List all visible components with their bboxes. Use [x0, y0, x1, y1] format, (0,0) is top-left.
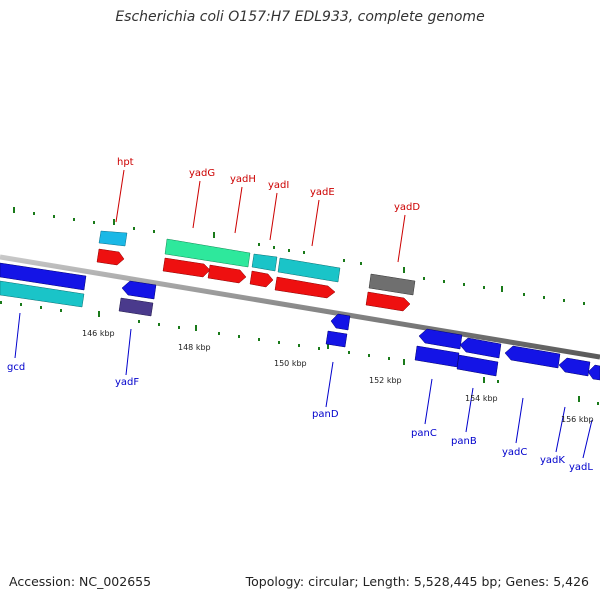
gene-label-gcd[interactable]: gcd — [7, 362, 25, 373]
gene-label-yadK[interactable]: yadK — [540, 455, 565, 466]
gene-arrow-yadL[interactable] — [587, 364, 600, 381]
kbp-label-146: 146 kbp — [82, 329, 115, 338]
gene-arrow-panC-cds[interactable] — [414, 345, 460, 368]
kbp-label-152: 152 kbp — [369, 376, 402, 385]
gene-arrow-panC[interactable] — [418, 328, 463, 350]
gene-label-yadC[interactable]: yadC — [502, 447, 527, 458]
bottom-tick-row — [0, 301, 599, 405]
gene-label-yadF[interactable]: yadF — [115, 377, 139, 388]
gene-arrow-panB[interactable] — [459, 337, 502, 359]
kbp-label-148: 148 kbp — [178, 343, 211, 352]
kbp-label-154: 154 kbp — [465, 394, 498, 403]
top-strand-genes — [96, 230, 416, 312]
gene-arrow-gcd-cds[interactable] — [0, 280, 85, 308]
kbp-label-150: 150 kbp — [274, 359, 307, 368]
topology-summary-text: Topology: circular; Length: 5,528,445 bp… — [245, 574, 589, 589]
gene-arrow-panD-cds[interactable] — [325, 330, 348, 348]
gene-arrow-panD[interactable] — [330, 313, 351, 331]
gene-arrow-yadK[interactable] — [558, 357, 591, 377]
gene-label-hpt[interactable]: hpt — [117, 157, 134, 168]
gene-arrow-hpt[interactable] — [96, 248, 125, 266]
gene-arrow-yadG-upper[interactable] — [164, 238, 251, 268]
gene-arrow-yadD-cds[interactable] — [368, 273, 416, 296]
bottom-strand-genes — [0, 262, 600, 381]
gene-arrow-yadI[interactable] — [249, 270, 274, 288]
gene-arrow-yadF[interactable] — [121, 280, 157, 300]
gene-arrow-hpt-secondary[interactable] — [98, 230, 128, 247]
bottom-leader-lines — [14, 312, 593, 459]
gene-arrow-yadD[interactable] — [365, 291, 411, 312]
gene-label-yadG[interactable]: yadG — [189, 168, 215, 179]
kbp-label-156: 156 kbp — [561, 415, 594, 424]
gene-label-yadL[interactable]: yadL — [569, 462, 593, 473]
gene-arrow-yadC[interactable] — [504, 345, 561, 369]
top-leader-lines — [115, 169, 406, 263]
gene-arrow-yadE-cds[interactable] — [277, 257, 341, 283]
gene-label-yadH[interactable]: yadH — [230, 174, 256, 185]
accession-text: Accession: NC_002655 — [9, 574, 152, 589]
gene-label-panB[interactable]: panB — [451, 436, 477, 447]
gene-arrow-panB-cds[interactable] — [456, 354, 499, 377]
gene-arrow-yadF-cds[interactable] — [118, 297, 154, 317]
gene-label-yadE[interactable]: yadE — [310, 187, 335, 198]
gene-label-panC[interactable]: panC — [411, 428, 437, 439]
gene-arrow-gcd[interactable] — [0, 262, 87, 291]
gene-arrow-yadE[interactable] — [274, 276, 336, 299]
gene-arrow-yadG[interactable] — [162, 257, 211, 278]
gene-arrow-yadH[interactable] — [207, 264, 247, 284]
gene-arrow-yadI-cds[interactable] — [251, 253, 278, 272]
gene-label-yadD[interactable]: yadD — [394, 202, 420, 213]
top-tick-row — [13, 207, 585, 305]
gene-label-yadI[interactable]: yadI — [268, 180, 289, 191]
gene-label-panD[interactable]: panD — [312, 409, 339, 420]
genome-backbone — [0, 254, 600, 360]
map-title: Escherichia coli O157:H7 EDL933, complet… — [115, 9, 485, 25]
